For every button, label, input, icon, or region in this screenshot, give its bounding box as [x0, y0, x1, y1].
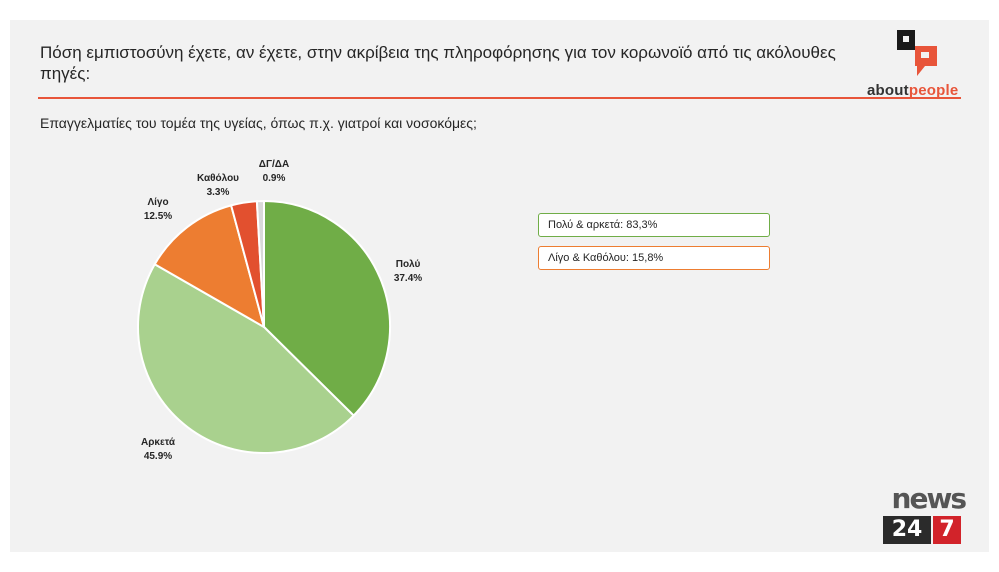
- slice-label-name-5: ΔΓ/ΔΑ: [259, 159, 289, 170]
- slice-label-value-4: 3.3%: [207, 187, 230, 198]
- slide: Πόση εμπιστοσύνη έχετε, αν έχετε, στην α…: [10, 20, 989, 552]
- slice-label-name-1: Πολύ: [396, 259, 421, 270]
- aboutpeople-logo: aboutpeople: [865, 26, 975, 101]
- pie-chart: Πολύ 37.4% Αρκετά 45.9% Λίγο 12.5% Καθόλου 3.3%…: [137, 159, 422, 462]
- question-subtitle: Επαγγελματίες του τομέα της υγείας, όπως…: [40, 115, 477, 131]
- page-title: Πόση εμπιστοσύνη έχετε, αν έχετε, στην α…: [40, 43, 836, 83]
- slice-label-value-1: 37.4%: [394, 273, 422, 284]
- slice-label-name-2: Αρκετά: [141, 437, 176, 448]
- pie-slice-3: [153, 204, 266, 330]
- news-24-badge: 24: [883, 516, 931, 544]
- pie-slice-5: [255, 199, 265, 328]
- slice-label-value-3: 12.5%: [144, 211, 172, 222]
- slice-label-name-4: Καθόλου: [197, 173, 239, 184]
- slice-label-value-5: 0.9%: [263, 173, 286, 184]
- pie-slice-2: [137, 262, 356, 454]
- title-divider: [38, 97, 961, 99]
- legend-negative-box: Λίγο & Καθόλου: 15,8%: [538, 246, 770, 270]
- slice-label-value-2: 45.9%: [144, 451, 172, 462]
- news-wordmark: news: [891, 482, 967, 515]
- speech-bubble-icon: [897, 30, 937, 76]
- news-7-badge: 7: [933, 516, 961, 544]
- pie-slice-1: [263, 199, 391, 417]
- news247-logo: news 24 7: [883, 482, 967, 544]
- legend-positive-box: Πολύ & αρκετά: 83,3%: [538, 213, 770, 237]
- slice-label-name-3: Λίγο: [147, 197, 168, 208]
- aboutpeople-wordmark: aboutpeople: [867, 82, 959, 99]
